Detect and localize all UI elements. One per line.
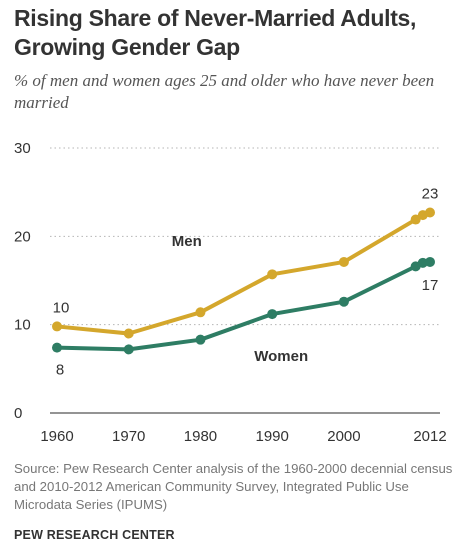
x-tick-label-1990: 1990 [256, 428, 289, 445]
data-point-women-1990 [267, 309, 278, 320]
data-point-women-1970 [123, 344, 134, 355]
y-tick-label-10: 10 [14, 317, 31, 334]
x-tick-label-1960: 1960 [40, 428, 73, 445]
y-tick-label-30: 30 [14, 140, 31, 157]
y-tick-label-0: 0 [14, 405, 22, 422]
data-point-women-2000 [338, 296, 349, 307]
data-point-men-1960 [52, 321, 62, 332]
data-label-women-2012: 17 [422, 277, 439, 294]
data-point-men-1970 [123, 328, 134, 339]
data-point-women-1980 [195, 334, 206, 345]
series-line-men [55, 210, 432, 336]
y-tick-label-20: 20 [14, 228, 31, 245]
series-layer [52, 207, 435, 355]
data-point-men-1990 [267, 269, 278, 280]
data-label-women-1960: 8 [56, 362, 64, 379]
source-note: Source: Pew Research Center analysis of … [14, 461, 453, 512]
data-point-women-2012 [425, 256, 435, 267]
x-tick-label-1980: 1980 [184, 428, 217, 445]
x-tick-label-2012: 2012 [413, 428, 446, 445]
chart-subtitle: % of men and women ages 25 and older who… [14, 71, 435, 112]
x-tick-label-1970: 1970 [112, 428, 145, 445]
label-layer: 0 10 20 30 1960 1970 1980 1990 2000 2012 Men Women 1… [14, 140, 447, 445]
x-tick-label-2000: 2000 [327, 428, 360, 445]
line-chart: 0 10 20 30 1960 1970 1980 1990 2000 2012 Men Women 1… [14, 140, 447, 445]
chart-title: Rising Share of Never-Married Adults, Gr… [14, 4, 462, 62]
series-label-men: Men [172, 233, 202, 250]
data-label-men-1960: 10 [53, 299, 70, 316]
series-line-women [55, 259, 432, 352]
data-point-men-2000 [338, 256, 349, 267]
data-point-men-2010 [410, 214, 421, 225]
data-point-men-2012 [425, 207, 435, 218]
data-point-men-1980 [195, 307, 206, 318]
chart-title-line-1: Rising Share of Never-Married Adults, [14, 5, 417, 31]
series-label-women: Women [254, 348, 308, 365]
chart-title-line-2: Growing Gender Gap [14, 34, 240, 60]
data-point-women-1960 [52, 342, 62, 353]
grid-layer [50, 147, 440, 414]
organization-credit: PEW RESEARCH CENTER [14, 528, 175, 542]
data-label-men-2012: 23 [422, 185, 439, 202]
